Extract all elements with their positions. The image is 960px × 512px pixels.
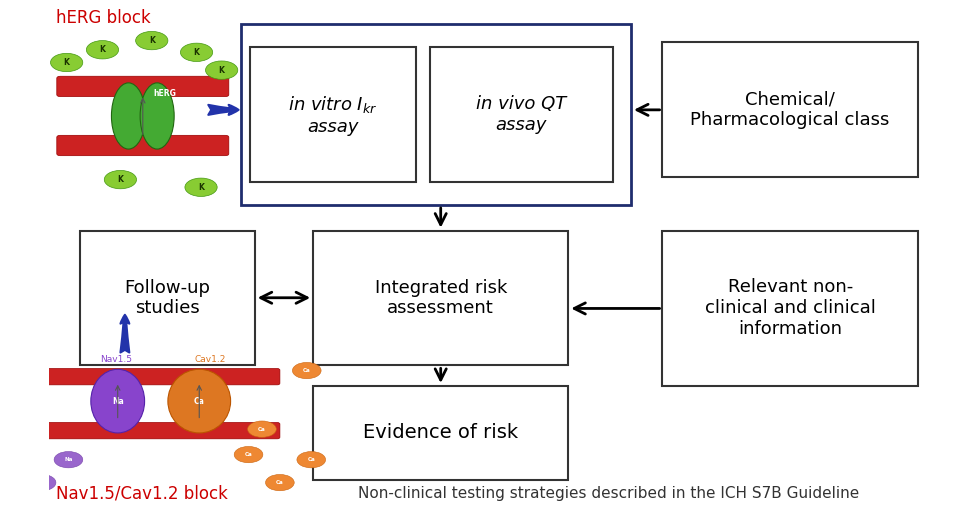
FancyBboxPatch shape [37, 369, 280, 385]
Text: Ca: Ca [307, 457, 315, 462]
FancyBboxPatch shape [57, 76, 228, 97]
Text: Integrated risk
assessment: Integrated risk assessment [374, 279, 507, 317]
Circle shape [51, 53, 83, 72]
Circle shape [266, 475, 294, 490]
Circle shape [248, 421, 276, 437]
Circle shape [86, 40, 119, 59]
Text: Ca: Ca [245, 452, 252, 457]
Text: hERG block: hERG block [56, 9, 151, 27]
Text: Na: Na [2, 426, 10, 432]
Ellipse shape [111, 83, 146, 149]
Text: Ca: Ca [303, 368, 311, 373]
Text: K: K [149, 36, 155, 45]
Circle shape [185, 178, 217, 197]
Text: K: K [219, 66, 225, 75]
Circle shape [205, 61, 238, 79]
Text: Non-clinical testing strategies described in the ICH S7B Guideline: Non-clinical testing strategies describe… [358, 486, 859, 501]
Circle shape [27, 475, 56, 490]
Text: Na: Na [64, 457, 73, 462]
Text: K: K [194, 48, 200, 57]
Text: Na: Na [112, 397, 124, 406]
Text: Evidence of risk: Evidence of risk [363, 423, 518, 442]
Circle shape [180, 43, 213, 61]
Text: Nav1.5/Cav1.2 block: Nav1.5/Cav1.2 block [56, 484, 228, 502]
Ellipse shape [140, 83, 174, 149]
Text: K: K [100, 45, 106, 54]
Circle shape [293, 362, 321, 379]
Ellipse shape [168, 369, 230, 433]
FancyBboxPatch shape [57, 135, 228, 156]
Text: K: K [117, 175, 123, 184]
Text: Na: Na [37, 480, 46, 485]
Circle shape [0, 446, 29, 463]
Text: Cav1.2: Cav1.2 [194, 355, 226, 364]
Circle shape [234, 446, 263, 463]
Text: K: K [63, 58, 69, 67]
Circle shape [297, 452, 325, 468]
Text: Ca: Ca [258, 426, 266, 432]
FancyBboxPatch shape [313, 230, 568, 366]
Text: Follow-up
studies: Follow-up studies [125, 279, 210, 317]
FancyBboxPatch shape [241, 24, 631, 205]
FancyBboxPatch shape [662, 230, 918, 386]
Circle shape [54, 452, 83, 468]
Text: Nav1.5: Nav1.5 [100, 355, 132, 364]
Text: Na: Na [11, 452, 19, 457]
FancyBboxPatch shape [429, 47, 613, 182]
Circle shape [135, 31, 168, 50]
FancyBboxPatch shape [313, 386, 568, 480]
Text: in vivo QT
assay: in vivo QT assay [476, 95, 566, 134]
Text: in vitro I$_{kr}$
assay: in vitro I$_{kr}$ assay [288, 94, 378, 136]
Circle shape [0, 368, 12, 384]
Circle shape [0, 421, 20, 437]
Text: Relevant non-
clinical and clinical
information: Relevant non- clinical and clinical info… [705, 279, 876, 338]
FancyBboxPatch shape [80, 230, 254, 366]
FancyBboxPatch shape [251, 47, 416, 182]
Text: K: K [198, 183, 204, 192]
FancyBboxPatch shape [662, 42, 918, 177]
Circle shape [105, 170, 136, 189]
FancyBboxPatch shape [37, 422, 280, 439]
Text: Chemical/
Pharmacological class: Chemical/ Pharmacological class [690, 90, 890, 129]
Text: Ca: Ca [276, 480, 284, 485]
Ellipse shape [91, 369, 145, 433]
Text: hERG: hERG [154, 89, 177, 98]
Text: Ca: Ca [194, 397, 204, 406]
